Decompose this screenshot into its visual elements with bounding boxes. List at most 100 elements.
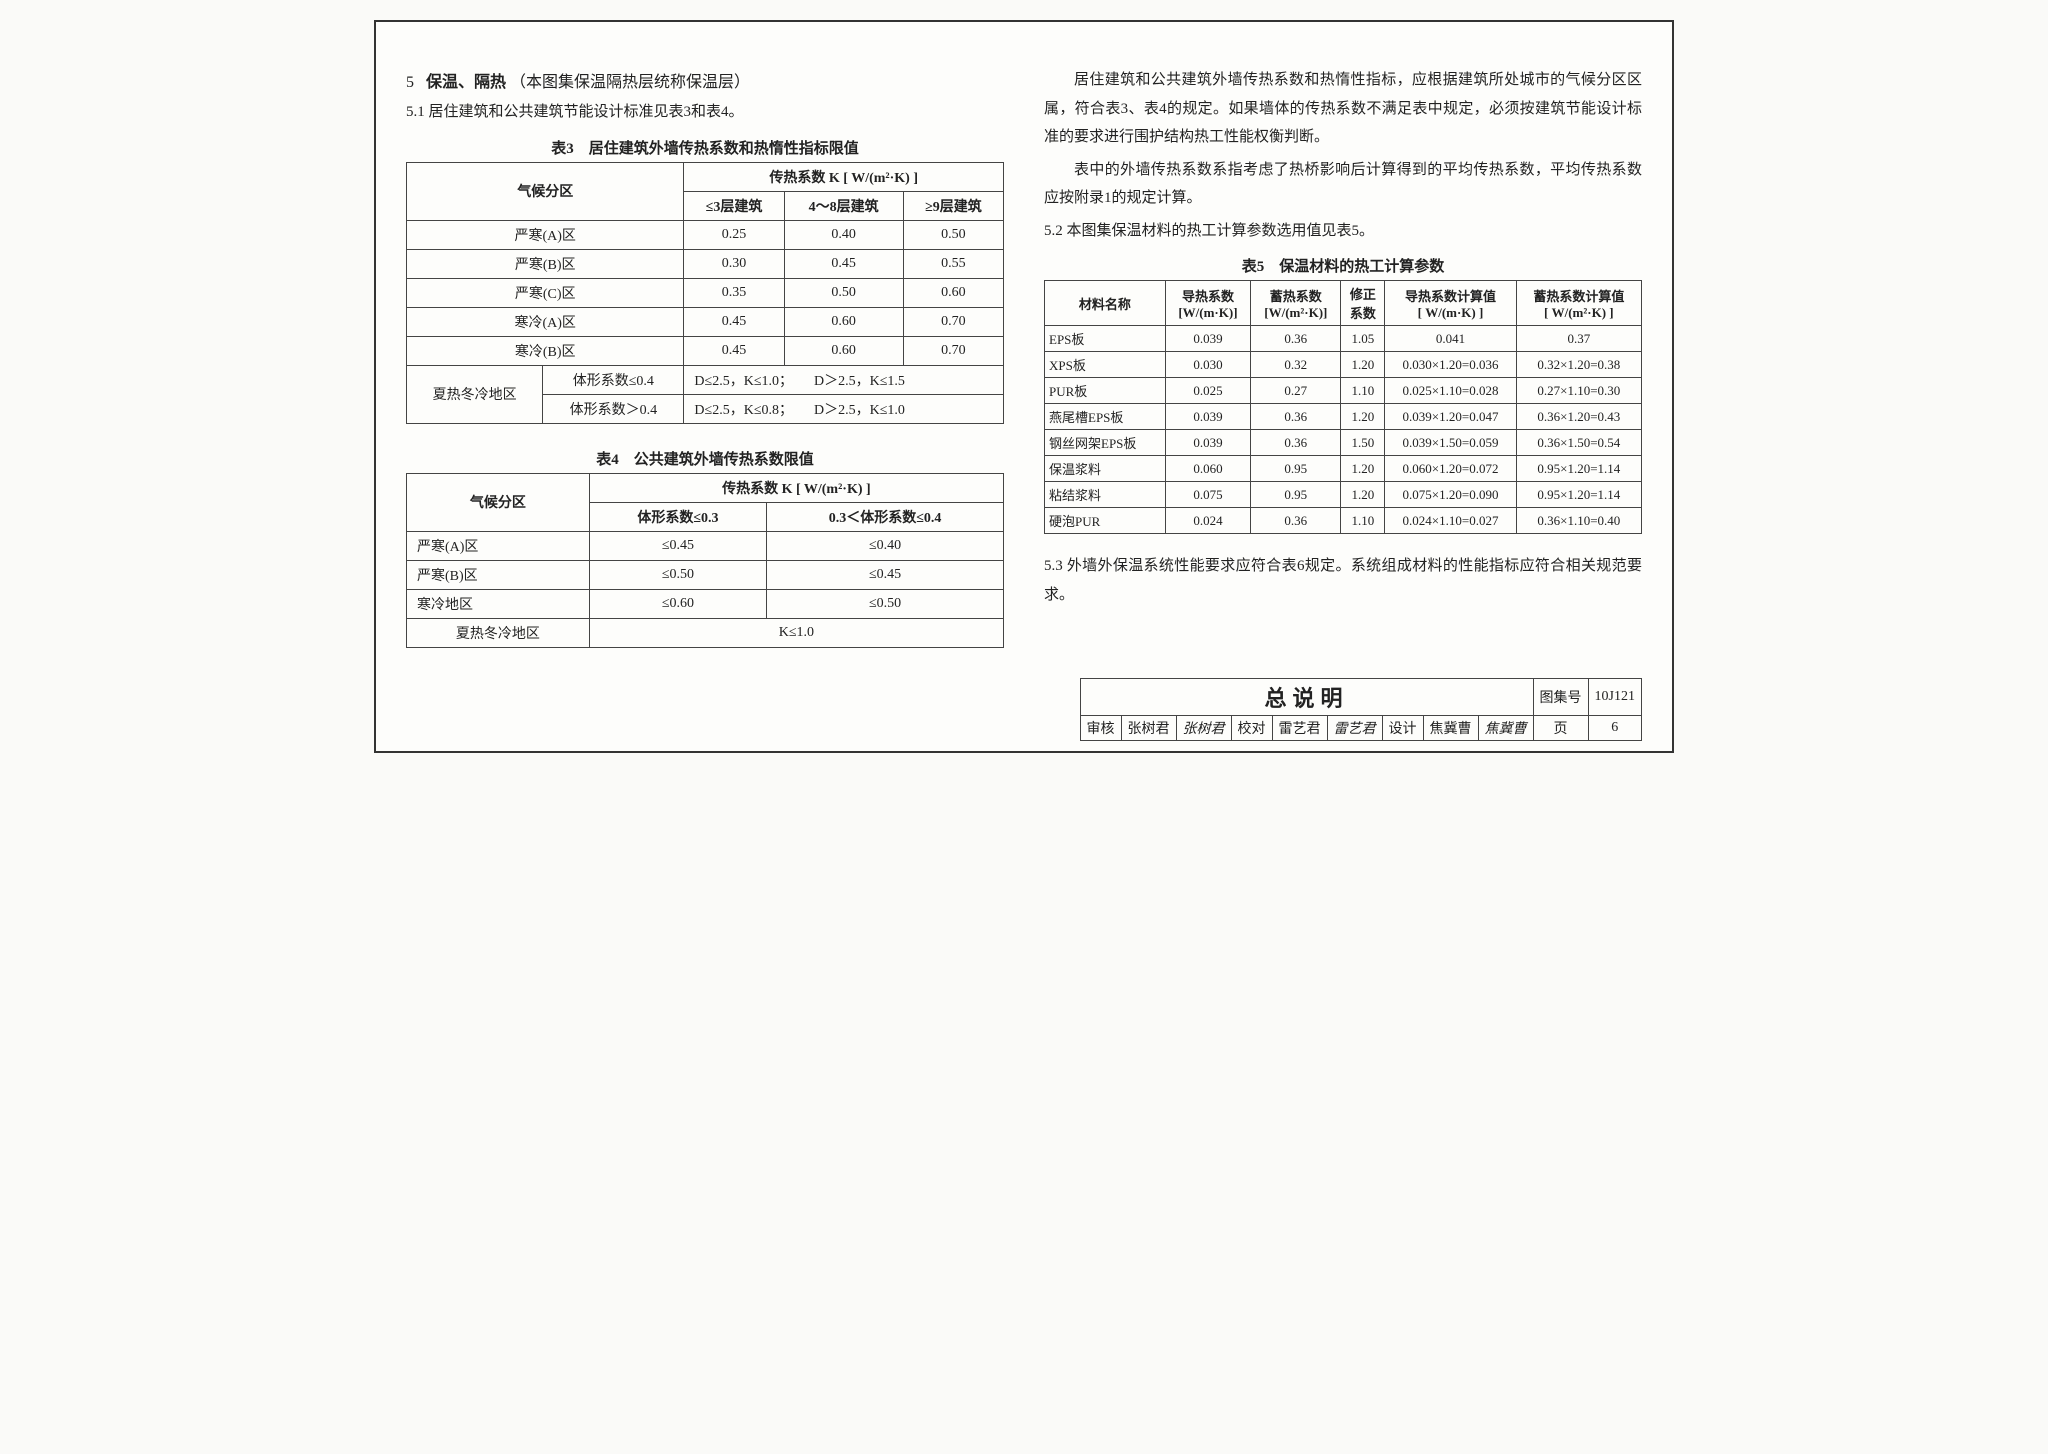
t4-head-zone: 气候分区: [407, 473, 590, 531]
table-row: XPS板0.0300.321.200.030×1.20=0.0360.32×1.…: [1045, 352, 1642, 378]
t3-cell: 0.60: [784, 336, 903, 365]
t5-cell: 0.030×1.20=0.036: [1385, 352, 1516, 378]
t3-cell: 0.50: [784, 278, 903, 307]
t3-shape-gt: 体形系数＞0.4: [543, 394, 684, 423]
table3-caption: 表3 居住建筑外墙传热系数和热惰性指标限值: [406, 137, 1004, 158]
t4-cell: ≤0.45: [589, 531, 766, 560]
t4-cell: ≤0.40: [767, 531, 1004, 560]
t5-cell: 1.10: [1341, 378, 1385, 404]
t3-sub-ge9: ≥9层建筑: [903, 191, 1003, 220]
t4-zone: 严寒(A)区: [407, 531, 590, 560]
t5-cell: 0.060: [1165, 456, 1250, 482]
table-row: 严寒(B)区≤0.50≤0.45: [407, 560, 1004, 589]
t3-hot-row1: D≤2.5，K≤1.0； D＞2.5，K≤1.5: [684, 365, 1004, 394]
table-row: 寒冷(A)区0.450.600.70: [407, 307, 1004, 336]
t5-cell: 0.024×1.10=0.027: [1385, 508, 1516, 534]
t5-h-s-calc: 蓄热系数计算值 [ W/(m²·K) ]: [1516, 281, 1641, 326]
t5-cell: 0.95×1.20=1.14: [1516, 456, 1641, 482]
t5-name: 燕尾槽EPS板: [1045, 404, 1166, 430]
t3-zone: 寒冷(B)区: [407, 336, 684, 365]
t5-cell: 0.039: [1165, 430, 1250, 456]
footer-block: 总说明 图集号 10J121 审核 张树君 张树君 校对 雷艺君 雷艺君 设计 …: [406, 678, 1642, 741]
t4-last-val: K≤1.0: [589, 618, 1003, 647]
table-row: 寒冷地区≤0.60≤0.50: [407, 589, 1004, 618]
t5-name: EPS板: [1045, 326, 1166, 352]
section-5-1: 5.1 居住建筑和公共建筑节能设计标准见表3和表4。: [406, 98, 1004, 127]
atlas-value: 10J121: [1588, 678, 1641, 715]
t5-cell: 0.075×1.20=0.090: [1385, 482, 1516, 508]
t5-name: 硬泡PUR: [1045, 508, 1166, 534]
table-row: 严寒(A)区≤0.45≤0.40: [407, 531, 1004, 560]
section-5-2: 5.2 本图集保温材料的热工计算参数选用值见表5。: [1044, 217, 1642, 246]
t5-cell: 1.50: [1341, 430, 1385, 456]
t5-h-corr: 修正 系数: [1341, 281, 1385, 326]
t5-cell: 0.36: [1251, 404, 1341, 430]
t3-sub-le3: ≤3层建筑: [684, 191, 784, 220]
t5-cell: 0.039: [1165, 404, 1250, 430]
t5-cell: 0.36: [1251, 508, 1341, 534]
t5-cell: 0.039: [1165, 326, 1250, 352]
t5-cell: 1.10: [1341, 508, 1385, 534]
t4-sub-a: 体形系数≤0.3: [589, 502, 766, 531]
t5-cell: 1.20: [1341, 404, 1385, 430]
table-5: 材料名称 导热系数 [W/(m·K)] 蓄热系数 [W/(m²·K)] 修正 系…: [1044, 280, 1642, 534]
heading-5-title: 保温、隔热: [426, 74, 506, 91]
t5-h-name: 材料名称: [1045, 281, 1166, 326]
t3-cell: 0.55: [903, 249, 1003, 278]
t3-cell: 0.45: [684, 307, 784, 336]
t5-cell: 0.36: [1251, 430, 1341, 456]
left-column: 5 保温、隔热 （本图集保温隔热层统称保温层） 5.1 居住建筑和公共建筑节能设…: [406, 62, 1004, 648]
t3-cell: 0.25: [684, 220, 784, 249]
t3-cell: 0.70: [903, 307, 1003, 336]
t5-cell: 1.20: [1341, 482, 1385, 508]
t5-cell: 0.025×1.10=0.028: [1385, 378, 1516, 404]
right-para-1: 居住建筑和公共建筑外墙传热系数和热惰性指标，应根据建筑所处城市的气候分区区属，符…: [1044, 66, 1642, 152]
t3-zone: 严寒(C)区: [407, 278, 684, 307]
t3-cell: 0.45: [784, 249, 903, 278]
t5-body: EPS板0.0390.361.050.0410.37XPS板0.0300.321…: [1045, 326, 1642, 534]
t5-cell: 0.36: [1251, 326, 1341, 352]
t5-cell: 0.36×1.50=0.54: [1516, 430, 1641, 456]
right-column: 居住建筑和公共建筑外墙传热系数和热惰性指标，应根据建筑所处城市的气候分区区属，符…: [1044, 62, 1642, 648]
t5-cell: 0.075: [1165, 482, 1250, 508]
t5-name: 钢丝网架EPS板: [1045, 430, 1166, 456]
t3-hot-row2: D≤2.5，K≤0.8； D＞2.5，K≤1.0: [684, 394, 1004, 423]
table-row: 寒冷(B)区0.450.600.70: [407, 336, 1004, 365]
t5-cell: 0.37: [1516, 326, 1641, 352]
t5-name: XPS板: [1045, 352, 1166, 378]
t5-cell: 0.025: [1165, 378, 1250, 404]
table-row: 严寒(B)区0.300.450.55: [407, 249, 1004, 278]
t3-zone: 寒冷(A)区: [407, 307, 684, 336]
design-name: 焦冀曹: [1423, 715, 1478, 740]
t4-body: 严寒(A)区≤0.45≤0.40严寒(B)区≤0.50≤0.45寒冷地区≤0.6…: [407, 531, 1004, 618]
t5-cell: 0.32×1.20=0.38: [1516, 352, 1641, 378]
t3-head-zone: 气候分区: [407, 162, 684, 220]
t5-cell: 0.060×1.20=0.072: [1385, 456, 1516, 482]
table-row: PUR板0.0250.271.100.025×1.10=0.0280.27×1.…: [1045, 378, 1642, 404]
design-label: 设计: [1382, 715, 1423, 740]
t5-cell: 1.20: [1341, 456, 1385, 482]
heading-5-num: 5: [406, 74, 414, 91]
t5-cell: 0.95: [1251, 456, 1341, 482]
t4-cell: ≤0.45: [767, 560, 1004, 589]
t3-cell: 0.60: [784, 307, 903, 336]
t4-zone: 严寒(B)区: [407, 560, 590, 589]
t5-cell: 0.024: [1165, 508, 1250, 534]
t3-cell: 0.45: [684, 336, 784, 365]
review-sig: 张树君: [1176, 715, 1231, 740]
t5-cell: 0.039×1.50=0.059: [1385, 430, 1516, 456]
t4-cell: ≤0.50: [767, 589, 1004, 618]
t3-hotzone: 夏热冬冷地区: [407, 365, 543, 423]
table-row: 严寒(C)区0.350.500.60: [407, 278, 1004, 307]
t4-head-k: 传热系数 K [ W/(m²·K) ]: [589, 473, 1003, 502]
t4-cell: ≤0.60: [589, 589, 766, 618]
table-row: 粘结浆料0.0750.951.200.075×1.20=0.0900.95×1.…: [1045, 482, 1642, 508]
t3-shape-le: 体形系数≤0.4: [543, 365, 684, 394]
footer-table: 总说明 图集号 10J121 审核 张树君 张树君 校对 雷艺君 雷艺君 设计 …: [1080, 678, 1642, 741]
t4-zone: 寒冷地区: [407, 589, 590, 618]
review-name: 张树君: [1121, 715, 1176, 740]
design-sig: 焦冀曹: [1478, 715, 1533, 740]
table-row: 钢丝网架EPS板0.0390.361.500.039×1.50=0.0590.3…: [1045, 430, 1642, 456]
t5-h-s: 蓄热系数 [W/(m²·K)]: [1251, 281, 1341, 326]
check-sig: 雷艺君: [1327, 715, 1382, 740]
